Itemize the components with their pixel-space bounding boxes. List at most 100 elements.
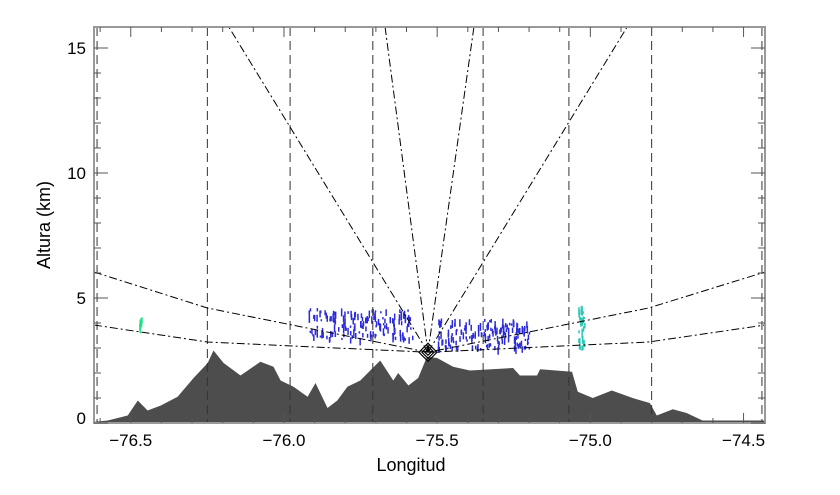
echo-point <box>483 331 485 337</box>
echo-point <box>352 317 354 325</box>
echo-point <box>347 311 349 314</box>
echo-point <box>578 330 580 334</box>
echo-point <box>350 310 352 318</box>
echo-point <box>455 347 458 350</box>
echo-point <box>487 322 489 330</box>
echo-point <box>316 308 319 312</box>
echo-point <box>582 311 584 314</box>
echo-point <box>444 345 447 350</box>
echo-point <box>448 341 450 346</box>
echo-point <box>408 337 410 344</box>
echo-point <box>466 339 468 342</box>
echo-point <box>521 326 523 332</box>
echo-point <box>517 334 519 339</box>
echo-point <box>494 321 496 329</box>
echo-point <box>511 327 514 333</box>
y-tick-label: 5 <box>77 289 86 308</box>
echo-point <box>484 318 486 322</box>
echo-point <box>468 319 471 326</box>
echo-point <box>394 336 397 341</box>
echo-point <box>374 313 376 318</box>
echo-point <box>500 327 503 330</box>
echo-point <box>400 321 403 326</box>
echo-point <box>326 335 328 340</box>
beam-curve <box>93 324 766 353</box>
echo-point <box>479 323 482 331</box>
echo-point <box>582 345 584 350</box>
echo-point <box>517 344 519 349</box>
x-tick-label: −74.5 <box>722 431 765 450</box>
echo-point <box>320 319 323 322</box>
radar-diamond-icon <box>424 348 432 357</box>
echo-point <box>451 346 453 352</box>
echo-point <box>406 326 408 333</box>
echo-layer <box>139 305 586 355</box>
echo-point <box>358 331 361 334</box>
echo-point <box>519 327 521 334</box>
echo-point <box>484 335 487 344</box>
echo-point <box>333 324 336 333</box>
echo-point <box>340 308 343 317</box>
echo-point <box>361 317 364 322</box>
echo-point <box>515 346 517 354</box>
echo-point <box>359 337 361 346</box>
echo-point <box>403 315 405 319</box>
echo-point <box>375 325 377 328</box>
echo-point <box>496 335 499 342</box>
echo-point <box>465 336 467 340</box>
echo-point <box>581 318 584 326</box>
echo-point <box>369 331 372 339</box>
echo-point <box>471 336 474 339</box>
echo-point <box>514 337 516 341</box>
echo-point <box>438 319 440 326</box>
y-tick-labels: 0 5 10 15 <box>67 39 86 428</box>
echo-point <box>455 340 457 346</box>
echo-point <box>457 346 459 352</box>
echo-point <box>367 317 369 322</box>
echo-point <box>382 328 385 336</box>
echo-point <box>501 339 504 345</box>
echo-point <box>491 328 494 334</box>
echo-point <box>439 320 441 327</box>
echo-point <box>349 325 352 328</box>
echo-point <box>515 335 517 340</box>
echo-point <box>329 316 332 321</box>
echo-point <box>331 331 334 338</box>
echo-point <box>334 316 336 324</box>
echo-point <box>368 310 371 319</box>
echo-point <box>579 338 581 346</box>
beam-ray <box>228 26 429 353</box>
echo-point <box>488 343 490 348</box>
echo-point <box>523 346 526 350</box>
echo-point <box>402 332 404 337</box>
echo-point <box>475 345 477 350</box>
echo-point <box>371 309 373 313</box>
echo-point <box>407 309 409 312</box>
echo-point <box>313 314 316 322</box>
echo-point <box>313 335 315 341</box>
echo-point <box>501 324 504 329</box>
echo-point <box>319 335 322 338</box>
echo-point <box>513 336 516 344</box>
echo-point <box>314 329 317 336</box>
echo-point <box>578 338 580 344</box>
echo-point <box>408 321 410 328</box>
echo-point <box>394 327 396 334</box>
beam-lines <box>93 26 766 423</box>
echo-point <box>140 318 143 322</box>
echo-point <box>465 322 467 330</box>
echo-point <box>526 325 529 334</box>
echo-point <box>512 319 515 327</box>
echo-point <box>484 329 487 332</box>
echo-point <box>139 319 141 327</box>
echo-point <box>581 328 583 331</box>
x-tick-label: −75.5 <box>416 431 459 450</box>
echo-point <box>526 321 528 329</box>
echo-point <box>578 309 580 317</box>
radar-marker <box>418 342 438 363</box>
echo-point <box>450 335 453 343</box>
echo-point <box>485 345 488 348</box>
echo-point <box>505 328 508 333</box>
echo-point <box>343 322 345 328</box>
